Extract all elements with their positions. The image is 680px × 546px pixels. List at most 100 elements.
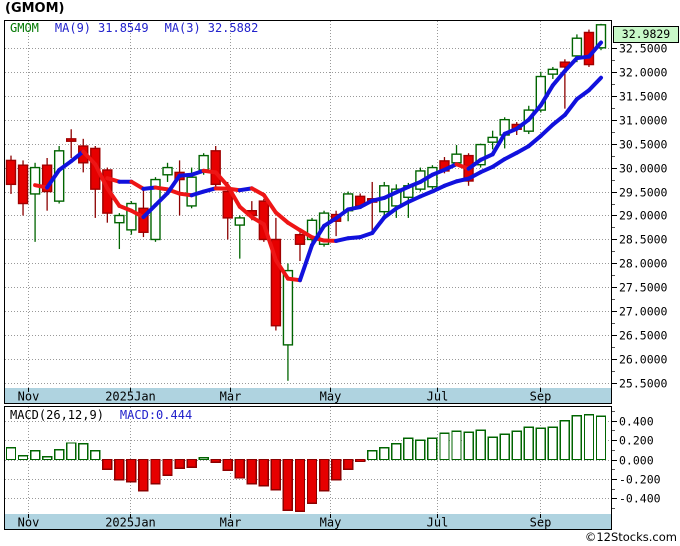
ma9-line-segment (490, 157, 507, 169)
macd-bar (174, 458, 185, 469)
candle-body (451, 153, 462, 164)
ma9-line-segment (538, 122, 555, 138)
price-month-label: May (320, 390, 342, 404)
macd-bar (487, 436, 498, 461)
ma3-line-segment (322, 216, 339, 228)
macd-bar (53, 449, 65, 461)
ma3-line-segment (538, 83, 555, 108)
macd-bar (439, 432, 450, 461)
ma9-line-segment (430, 183, 447, 194)
macd-bar (451, 430, 462, 461)
ma9-line-segment (177, 191, 194, 198)
ma3-line-segment (406, 179, 423, 189)
ma3-line-segment (225, 183, 242, 209)
ma3-line-segment (358, 198, 375, 210)
ma9-line-segment (237, 186, 254, 193)
macd-bar (415, 439, 426, 461)
ma9-line-segment (502, 150, 519, 162)
price-month-label: Jul (427, 390, 449, 404)
ma9-line-segment (406, 194, 423, 204)
ma3-line-segment (586, 40, 603, 59)
price-axis-label: 28.0000 (619, 257, 668, 271)
ma9-line-segment (514, 144, 531, 155)
ma3-line-segment (297, 243, 315, 283)
macd-bar (571, 415, 583, 461)
macd-bar (511, 430, 522, 461)
macd-params-label: MACD(26,12,9) (10, 408, 104, 422)
ma3-line-segment (33, 183, 50, 190)
ma3-line-segment (177, 172, 194, 178)
price-axis-label: 27.5000 (619, 281, 668, 295)
ma3-line-segment (562, 56, 579, 73)
ma3-line-segment (442, 162, 459, 172)
macd-bar (379, 447, 390, 461)
candle-body (198, 154, 209, 171)
ma9-line-segment (442, 179, 459, 188)
ma3-line-segment (189, 168, 206, 177)
ma9-value: 31.8549 (98, 21, 149, 35)
price-axis-label: 29.5000 (619, 186, 668, 200)
macd-month-label: 2025Jan (105, 516, 156, 530)
price-axis-label: 26.5000 (619, 329, 668, 343)
macd-date-band (5, 514, 611, 529)
ma9-line-segment (454, 176, 471, 184)
macd-month-label: Jul (427, 516, 449, 530)
price-chart-legend: GMOM MA(9) 31.8549 MA(3) 32.5882 (10, 22, 258, 34)
ma3-line-segment (261, 222, 278, 263)
macd-bar (463, 431, 474, 461)
candle-body (547, 68, 559, 75)
page-title: (GMOM) (5, 1, 65, 16)
macd-month-label: May (320, 516, 342, 530)
watermark-credit: ©12Stocks.com (584, 530, 677, 544)
candle-body (162, 166, 173, 176)
ma3-line-segment (394, 184, 411, 195)
ticker-symbol: GMOM (10, 21, 39, 35)
candle-body (583, 31, 595, 66)
ma3-line-segment (382, 190, 399, 200)
ma3-line-segment (237, 204, 254, 220)
ma3-line-segment (550, 68, 567, 88)
ma9-line-segment (249, 186, 266, 198)
macd-bar (186, 458, 197, 468)
ma3-line-segment (466, 157, 483, 171)
ma3-line-segment (478, 152, 495, 162)
ma9-line-segment (526, 133, 543, 149)
ma3-line-segment (334, 207, 351, 221)
macd-month-label: Mar (220, 516, 242, 530)
ma3-line-segment (285, 276, 302, 283)
ma3-line-segment (346, 205, 363, 212)
price-axis-label: 27.0000 (619, 305, 668, 319)
candle-body (222, 190, 233, 219)
macd-bar (102, 458, 113, 470)
macd-bar (198, 456, 209, 461)
ma3-line-segment (526, 103, 543, 122)
ma3-line-segment (213, 170, 230, 188)
ma9-label: MA(9) (54, 21, 92, 35)
ma3-line-segment (201, 168, 218, 175)
price-axis-label: 28.5000 (619, 233, 668, 247)
price-axis-label: 26.0000 (619, 353, 668, 367)
candle-body (5, 159, 17, 186)
ma9-line-segment (297, 228, 315, 240)
macd-bar (78, 443, 89, 461)
candle-body (282, 269, 294, 346)
price-axis-label: 31.5000 (619, 90, 668, 104)
candle-body (487, 136, 498, 143)
ma3-line-segment (69, 149, 86, 164)
macd-bar (391, 443, 402, 461)
macd-bar (499, 433, 510, 461)
macd-bar (330, 458, 342, 481)
ma9-line-segment (285, 220, 302, 233)
ma9-line-segment (129, 179, 146, 191)
candle-body (126, 202, 137, 231)
macd-month-label: Nov (18, 516, 40, 530)
ma9-line-segment (334, 236, 351, 243)
macd-bar (270, 458, 282, 491)
candle-body (535, 75, 546, 111)
macd-bar (535, 427, 546, 461)
ma3-line-segment (165, 173, 182, 196)
macd-bar (306, 458, 318, 504)
ma9-line-segment (105, 176, 122, 184)
candle-body (294, 233, 306, 245)
